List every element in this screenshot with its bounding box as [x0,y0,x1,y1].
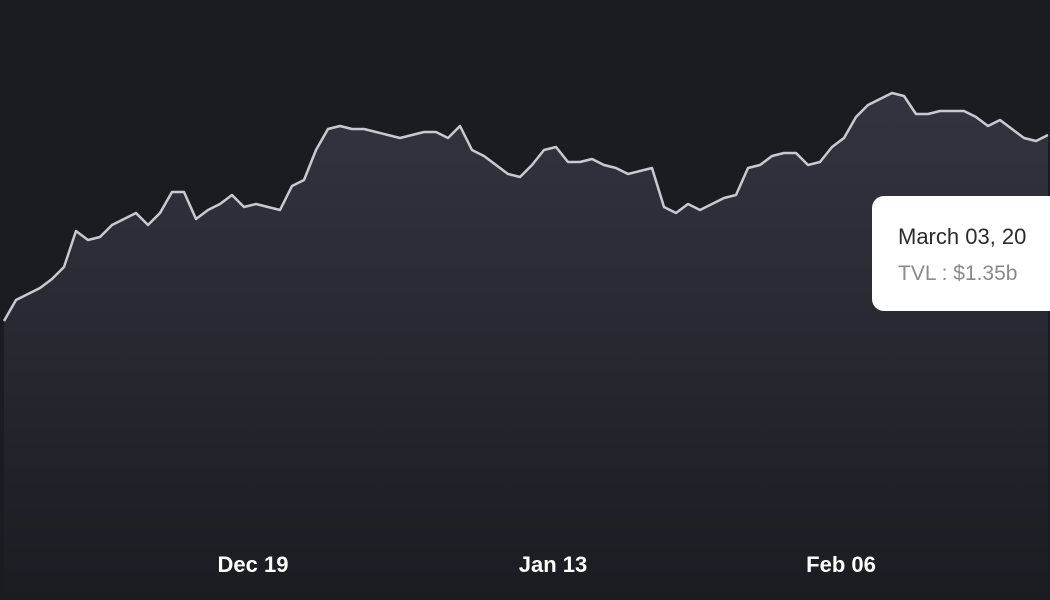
x-tick-label: Feb 06 [806,552,876,577]
x-tick-label: Dec 19 [218,552,289,577]
line [2,91,1049,322]
tooltip-title: March 03, 20 [898,224,1026,249]
tooltip-label: TVL : $1.35b [898,262,1017,285]
tooltip: March 03, 20 TVL : $1.35b [872,196,1050,311]
tooltip-box [872,196,1050,311]
area-fill [4,93,1048,600]
x-tick-label: Jan 13 [519,552,588,577]
